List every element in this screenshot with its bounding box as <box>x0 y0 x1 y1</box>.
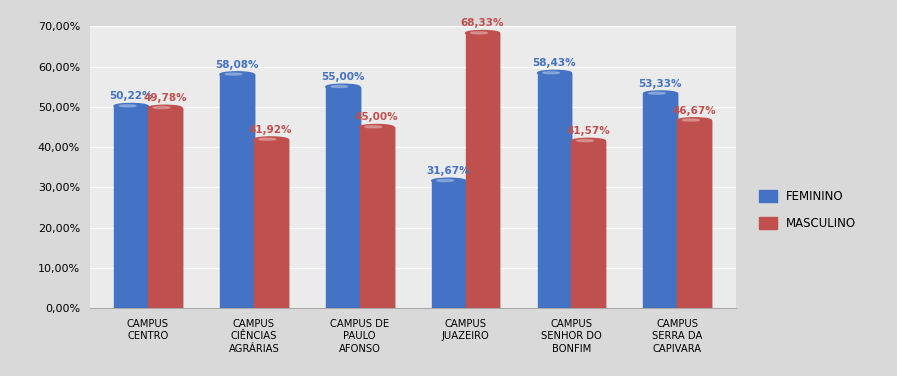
Legend: FEMININO, MASCULINO: FEMININO, MASCULINO <box>754 185 861 235</box>
Bar <box>643 94 677 308</box>
Bar <box>114 106 148 308</box>
Ellipse shape <box>683 119 700 121</box>
Ellipse shape <box>471 32 488 34</box>
Bar <box>148 108 182 308</box>
Ellipse shape <box>254 137 288 142</box>
Text: 53,33%: 53,33% <box>639 79 682 89</box>
Ellipse shape <box>643 91 677 96</box>
Text: 45,00%: 45,00% <box>355 112 398 123</box>
Bar <box>566 73 571 308</box>
Ellipse shape <box>119 105 136 107</box>
Bar <box>254 139 288 308</box>
Bar <box>677 120 711 308</box>
Bar <box>248 74 254 308</box>
Ellipse shape <box>225 73 242 75</box>
Ellipse shape <box>220 72 254 77</box>
Ellipse shape <box>537 70 571 76</box>
Bar <box>354 87 360 308</box>
Bar <box>326 87 360 308</box>
Ellipse shape <box>431 178 466 183</box>
Ellipse shape <box>466 30 500 36</box>
Text: 31,67%: 31,67% <box>427 166 470 176</box>
Bar <box>220 74 254 308</box>
Ellipse shape <box>148 105 182 110</box>
Text: 55,00%: 55,00% <box>321 72 364 82</box>
Text: 58,08%: 58,08% <box>215 60 258 70</box>
Bar <box>466 33 500 308</box>
Bar <box>571 141 605 308</box>
Text: 58,43%: 58,43% <box>533 58 576 68</box>
Text: 46,67%: 46,67% <box>673 106 716 116</box>
Bar <box>143 106 148 308</box>
Ellipse shape <box>259 138 276 140</box>
Ellipse shape <box>543 72 560 74</box>
Ellipse shape <box>577 139 594 142</box>
Ellipse shape <box>326 84 360 89</box>
Bar <box>177 108 182 308</box>
Text: 41,92%: 41,92% <box>249 125 292 135</box>
Ellipse shape <box>114 103 148 109</box>
Ellipse shape <box>677 118 711 123</box>
Bar <box>360 127 394 308</box>
Ellipse shape <box>331 85 348 88</box>
Bar <box>460 181 466 308</box>
Bar <box>537 73 571 308</box>
Bar <box>388 127 394 308</box>
Ellipse shape <box>649 92 666 94</box>
Ellipse shape <box>365 126 382 128</box>
Bar <box>672 94 677 308</box>
Text: 50,22%: 50,22% <box>109 91 152 102</box>
Ellipse shape <box>571 138 605 143</box>
Bar <box>431 181 466 308</box>
Text: 49,78%: 49,78% <box>143 93 187 103</box>
Bar <box>283 139 288 308</box>
Text: 68,33%: 68,33% <box>461 18 504 29</box>
Ellipse shape <box>437 179 454 182</box>
Bar <box>494 33 500 308</box>
Bar <box>706 120 711 308</box>
Bar <box>600 141 605 308</box>
Ellipse shape <box>153 106 170 109</box>
Ellipse shape <box>360 124 394 130</box>
Text: 41,57%: 41,57% <box>567 126 610 136</box>
